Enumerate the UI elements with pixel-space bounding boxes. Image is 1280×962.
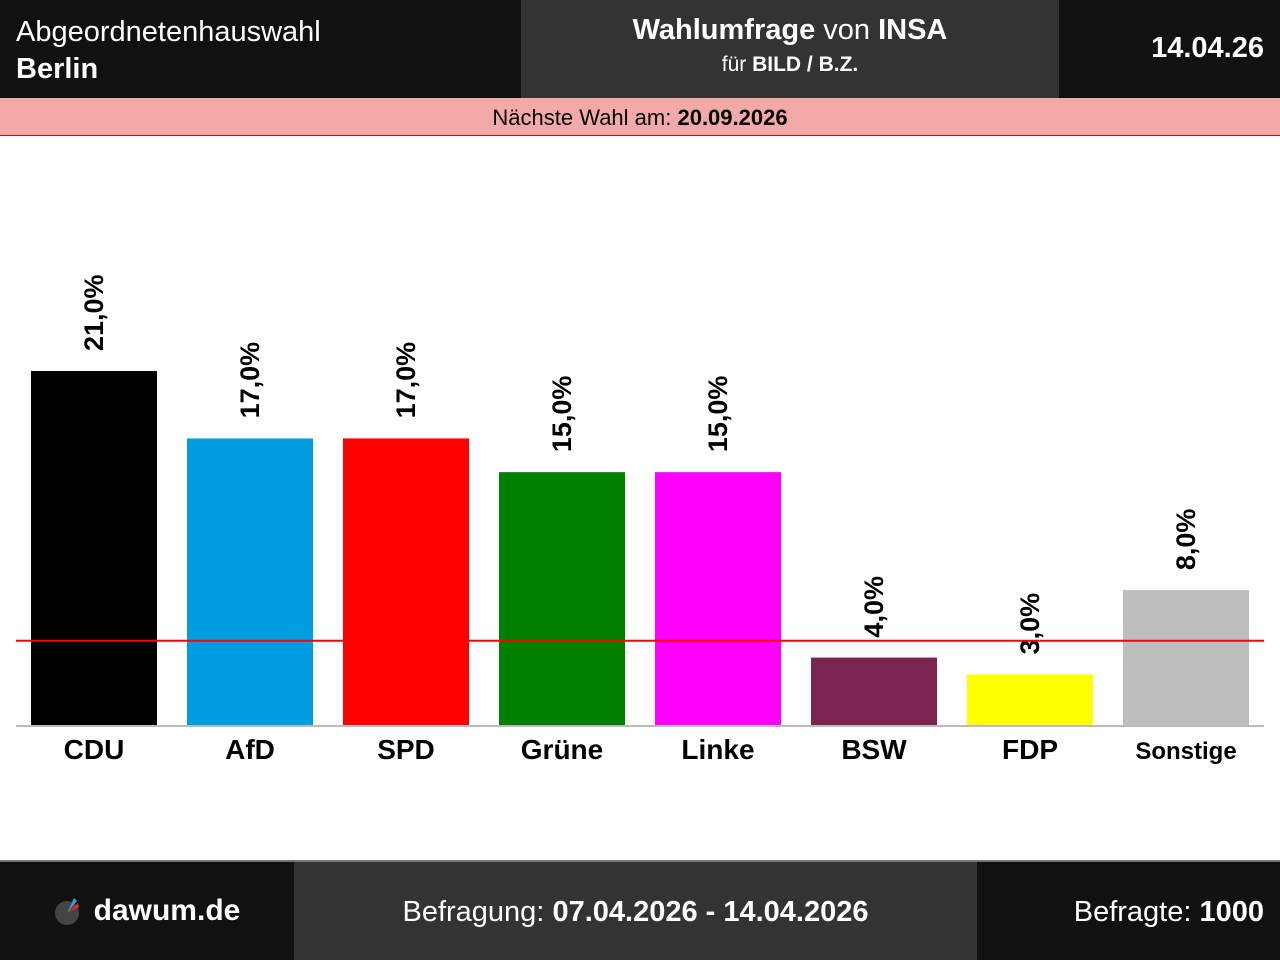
data-label: 17,0% [235, 342, 265, 419]
bar-0 [31, 371, 157, 725]
header-election: Abgeordnetenhauswahl Berlin [0, 0, 521, 98]
data-label: 4,0% [859, 576, 889, 638]
respondents-count: 1000 [1199, 896, 1264, 928]
bar-7 [1123, 590, 1249, 725]
data-label: 8,0% [1171, 509, 1201, 571]
category-label: CDU [64, 734, 125, 765]
client-prefix: für [721, 53, 747, 76]
category-label: FDP [1002, 734, 1058, 765]
survey-label: Befragung: [402, 896, 545, 928]
bar-3 [499, 472, 625, 725]
category-label: SPD [377, 734, 435, 765]
bar-2 [343, 438, 469, 725]
data-label: 15,0% [547, 376, 577, 453]
data-label: 21,0% [79, 274, 109, 351]
footer-brand: dawum.de [0, 860, 294, 960]
site-name: dawum.de [93, 894, 241, 927]
category-label: BSW [841, 734, 907, 765]
data-label: 15,0% [703, 376, 733, 453]
data-label: 17,0% [391, 342, 421, 419]
category-label: AfD [225, 734, 275, 765]
institute: INSA [878, 14, 948, 46]
next-election-date: 20.09.2026 [677, 105, 788, 130]
header-poll: Wahlumfrage von INSA für BILD / B.Z. [521, 0, 1059, 98]
poll-prefix: Wahlumfrage [632, 14, 816, 46]
footer-respondents: Befragte: 1000 [977, 860, 1280, 960]
bar-4 [655, 472, 781, 725]
poll-date: 14.04.26 [1059, 0, 1280, 98]
next-election-bar: Nächste Wahl am: 20.09.2026 [0, 98, 1280, 136]
dawum-logo-icon [54, 898, 79, 925]
region: Berlin [16, 53, 99, 85]
bar-5 [811, 657, 937, 725]
bar-1 [187, 438, 313, 725]
client: BILD / B.Z. [752, 53, 859, 76]
poll-von: von [823, 14, 871, 46]
bar-6 [967, 674, 1093, 725]
respondents-label: Befragte: [1073, 896, 1192, 928]
category-label: Grüne [521, 734, 603, 765]
data-label: 3,0% [1015, 593, 1045, 655]
election-title: Abgeordnetenhauswahl [16, 16, 321, 48]
footer-survey: Befragung: 07.04.2026 - 14.04.2026 [294, 860, 977, 960]
next-election-label: Nächste Wahl am: [492, 105, 672, 130]
category-label: Linke [681, 734, 754, 765]
survey-period: 07.04.2026 - 14.04.2026 [552, 896, 869, 928]
category-label: Sonstige [1135, 738, 1236, 765]
